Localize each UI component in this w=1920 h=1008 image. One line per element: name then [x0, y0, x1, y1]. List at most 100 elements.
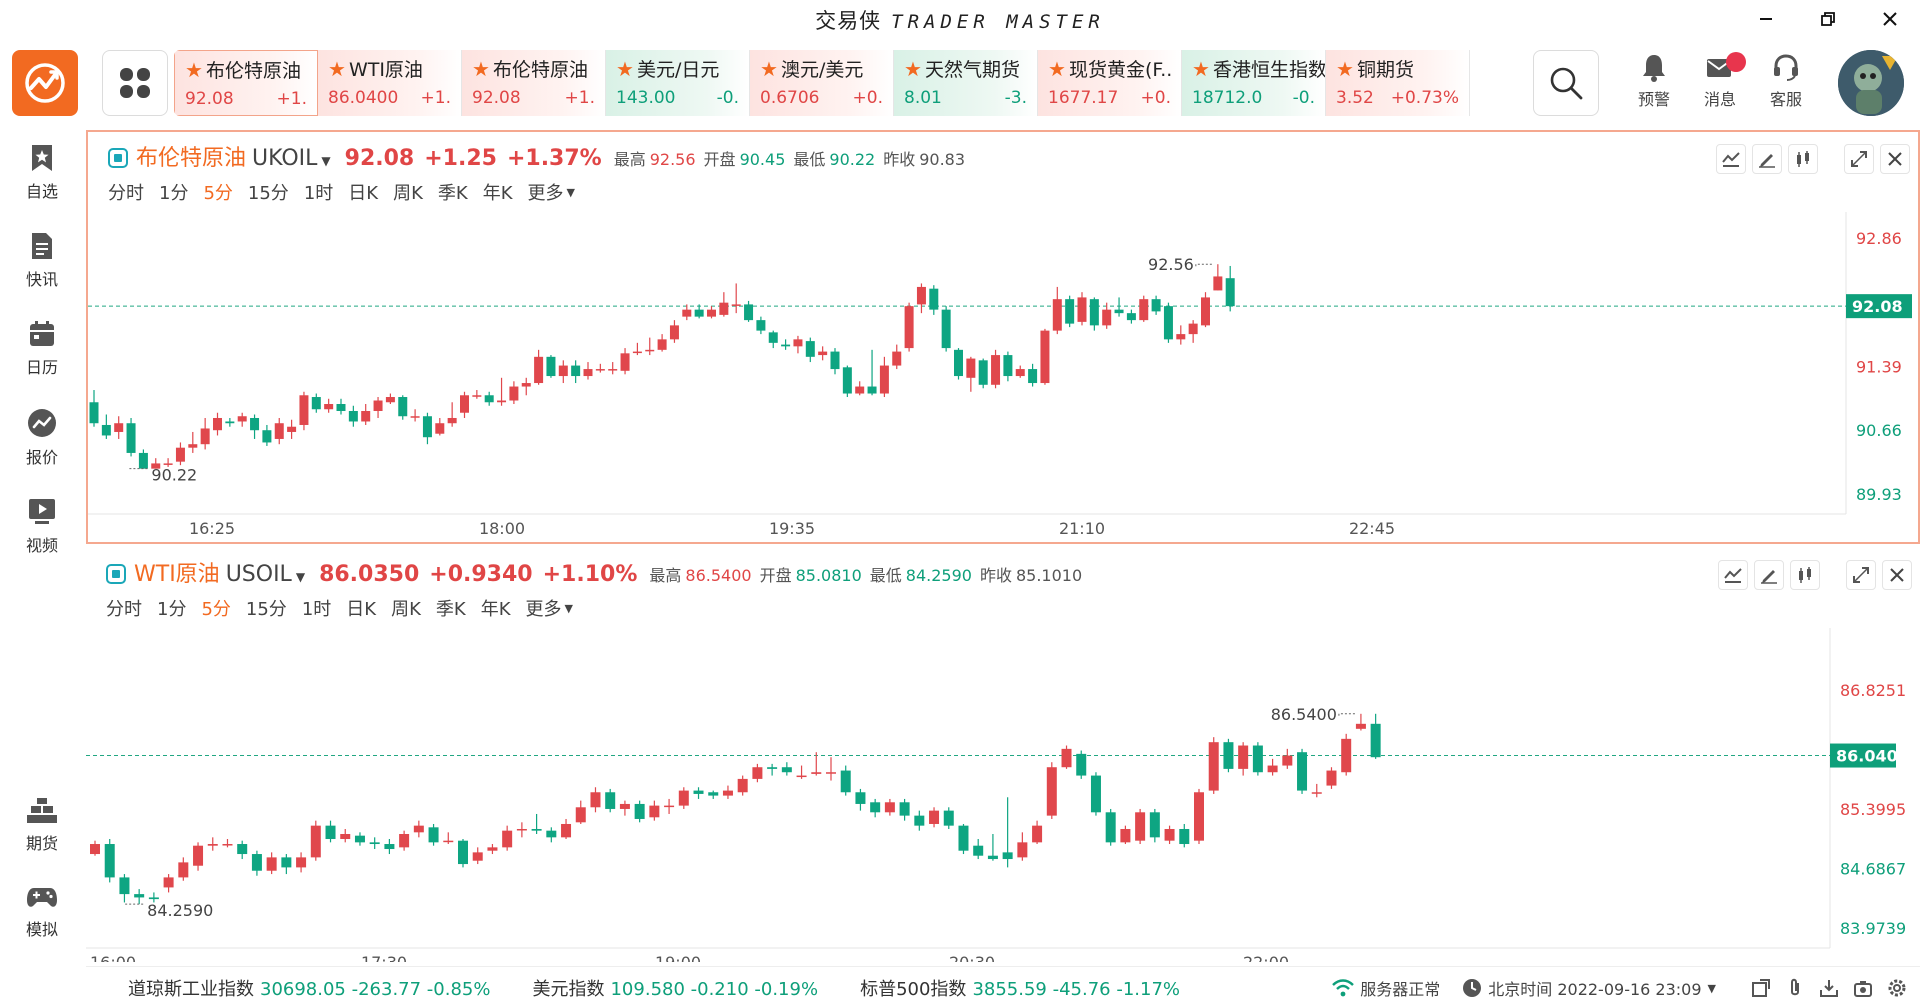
sidebar-item-calendar[interactable]: 日历	[0, 320, 84, 396]
search-button[interactable]	[1533, 50, 1599, 116]
close-icon	[1888, 152, 1902, 166]
sidebar-label-futures: 期货	[25, 834, 58, 853]
timeframe-tab[interactable]: 季K	[437, 183, 468, 204]
timeframe-tab[interactable]: 1时	[301, 599, 332, 620]
timeframe-tab[interactable]: 1分	[157, 599, 187, 620]
sidebar-item-video[interactable]: 视频	[0, 496, 84, 572]
ticker-item[interactable]: ★ 铜期货 3.52 +0.73%	[1326, 50, 1470, 116]
settings-button[interactable]	[1886, 977, 1908, 999]
draw-button[interactable]	[1754, 560, 1784, 590]
max-price-label: 92.56	[1148, 255, 1194, 274]
index-sp500[interactable]: 标普500指数 3855.59 -45.76 -1.17%	[860, 975, 1180, 1001]
timeframe-tab[interactable]: 年K	[482, 183, 513, 204]
timeframe-tab[interactable]: 15分	[245, 599, 287, 620]
attachment-button[interactable]	[1784, 977, 1806, 999]
ticker-item[interactable]: ★ 布伦特原油 92.08 +1.	[174, 50, 318, 116]
instrument-code[interactable]: USOIL	[225, 562, 292, 587]
candle-body	[929, 810, 940, 824]
ticker-name-text: 天然气期货	[924, 59, 1020, 81]
indicator-button[interactable]	[1718, 560, 1748, 590]
candle-body	[1135, 812, 1146, 841]
maximize-panel-button[interactable]	[1844, 144, 1874, 174]
timeframe-tab[interactable]: 5分	[203, 183, 233, 204]
messages-button[interactable]: 消息	[1690, 52, 1750, 116]
app-logo[interactable]	[12, 50, 78, 116]
index-dxy[interactable]: 美元指数 109.580 -0.210 -0.19%	[532, 975, 818, 1001]
ticker-item[interactable]: ★ 美元/日元 143.00 -0.	[606, 50, 750, 116]
timeframe-tab[interactable]: 周K	[393, 183, 423, 204]
screenshot-button[interactable]	[1852, 977, 1874, 999]
sidebar-item-quotes[interactable]: 报价	[0, 408, 84, 484]
index-dow[interactable]: 道琼斯工业指数 30698.05 -263.77 -0.85%	[128, 975, 490, 1001]
instrument-name[interactable]: 布伦特原油	[136, 146, 247, 171]
candle-body	[916, 286, 926, 305]
candle-body	[422, 416, 432, 438]
timeframe-tab[interactable]: 5分	[201, 599, 231, 620]
sidebar-item-news[interactable]: 快讯	[0, 232, 84, 308]
ticker-name-text: 现货黄金(F..	[1068, 59, 1173, 81]
sidebar-item-simulate[interactable]: 模拟	[0, 884, 84, 960]
ticker-item[interactable]: ★ 现货黄金(F.. 1677.17 +0.	[1038, 50, 1182, 116]
instrument-dropdown-icon[interactable]: ▼	[321, 154, 331, 168]
candle-body	[590, 792, 601, 808]
timeframe-tab[interactable]: 分时	[106, 599, 142, 620]
candle-body	[664, 805, 675, 808]
timeframe-tab[interactable]: 季K	[435, 599, 466, 620]
x-tick-label: 16:00	[90, 953, 136, 962]
candlestick-chart[interactable]: 92.86 91.39 90.66 89.93 92.08 16:25 18:00 19:35…	[88, 212, 1918, 542]
x-tick-label: 21:10	[1059, 519, 1105, 538]
clock[interactable]: 北京时间 2022-09-16 23:09 ▼	[1462, 976, 1716, 1000]
indicator-button[interactable]	[1716, 144, 1746, 174]
close-button[interactable]	[1868, 4, 1912, 34]
timeframe-tab[interactable]: 分时	[108, 183, 144, 204]
sidebar-item-futures[interactable]: 期货	[0, 796, 84, 872]
candle-body	[163, 463, 173, 465]
window-mode-button[interactable]	[1750, 977, 1772, 999]
candle-body	[1176, 334, 1186, 340]
instrument-code[interactable]: UKOIL	[252, 146, 318, 171]
timeframe-tab[interactable]: 日K	[348, 183, 379, 204]
ticker-item[interactable]: ★ 布伦特原油 92.08 +1.	[462, 50, 606, 116]
star-icon: ★	[1192, 56, 1210, 81]
messages-label: 消息	[1703, 90, 1736, 109]
timeframe-tab[interactable]: 1时	[303, 183, 334, 204]
timeframe-tab[interactable]: 1分	[159, 183, 189, 204]
more-dropdown-icon[interactable]: ▼	[566, 185, 575, 199]
download-button[interactable]	[1818, 977, 1840, 999]
ticker-item[interactable]: ★ 天然气期货 8.01 -3.	[894, 50, 1038, 116]
timeframe-tab[interactable]: 日K	[346, 599, 377, 620]
maximize-panel-button[interactable]	[1846, 560, 1876, 590]
close-panel-button[interactable]	[1882, 560, 1912, 590]
apps-menu-button[interactable]	[102, 50, 168, 116]
timeframe-tab[interactable]: 周K	[391, 599, 421, 620]
sidebar-item-watchlist[interactable]: 自选	[0, 144, 84, 220]
support-button[interactable]: 客服	[1756, 52, 1816, 116]
draw-button[interactable]	[1752, 144, 1782, 174]
ticker-item[interactable]: ★ WTI原油 86.0400 +1.	[318, 50, 462, 116]
alert-button[interactable]: 预警	[1624, 52, 1684, 116]
instrument-dropdown-icon[interactable]: ▼	[295, 570, 306, 584]
close-panel-button[interactable]	[1880, 144, 1910, 174]
chart-panel-wti: WTI原油 USOIL ▼ 86.0350 +0.9340 +1.10% 最高 8…	[86, 548, 1920, 962]
more-dropdown-icon[interactable]: ▼	[564, 601, 573, 615]
candle-style-button[interactable]	[1790, 560, 1820, 590]
instrument-name[interactable]: WTI原油	[134, 562, 220, 587]
timeframe-tab[interactable]: 15分	[247, 183, 289, 204]
ticker-item[interactable]: ★ 澳元/美元 0.6706 +0.	[750, 50, 894, 116]
candle-style-button[interactable]	[1788, 144, 1818, 174]
candle-body	[1003, 355, 1013, 377]
user-avatar[interactable]	[1838, 50, 1904, 116]
timeframe-tab[interactable]: 年K	[480, 599, 511, 620]
timeframe-tab[interactable]: 更多	[527, 183, 564, 204]
restore-button[interactable]	[1806, 4, 1850, 34]
candle-body	[1052, 299, 1062, 331]
candlestick-chart[interactable]: 86.8251 85.3995 84.6867 83.9739 86.0400 16:00…	[86, 628, 1920, 962]
indicator-icon	[1724, 568, 1742, 583]
minimize-button[interactable]	[1744, 4, 1788, 34]
y-tick-label: 86.8251	[1840, 681, 1906, 700]
restore-icon	[1821, 12, 1835, 26]
paperclip-icon	[1791, 978, 1799, 996]
timeframe-tab[interactable]: 更多	[525, 599, 562, 620]
ticker-item[interactable]: ★ 香港恒生指数 18712.0 -0.	[1182, 50, 1326, 116]
sidebar-label-news: 快讯	[25, 270, 58, 289]
